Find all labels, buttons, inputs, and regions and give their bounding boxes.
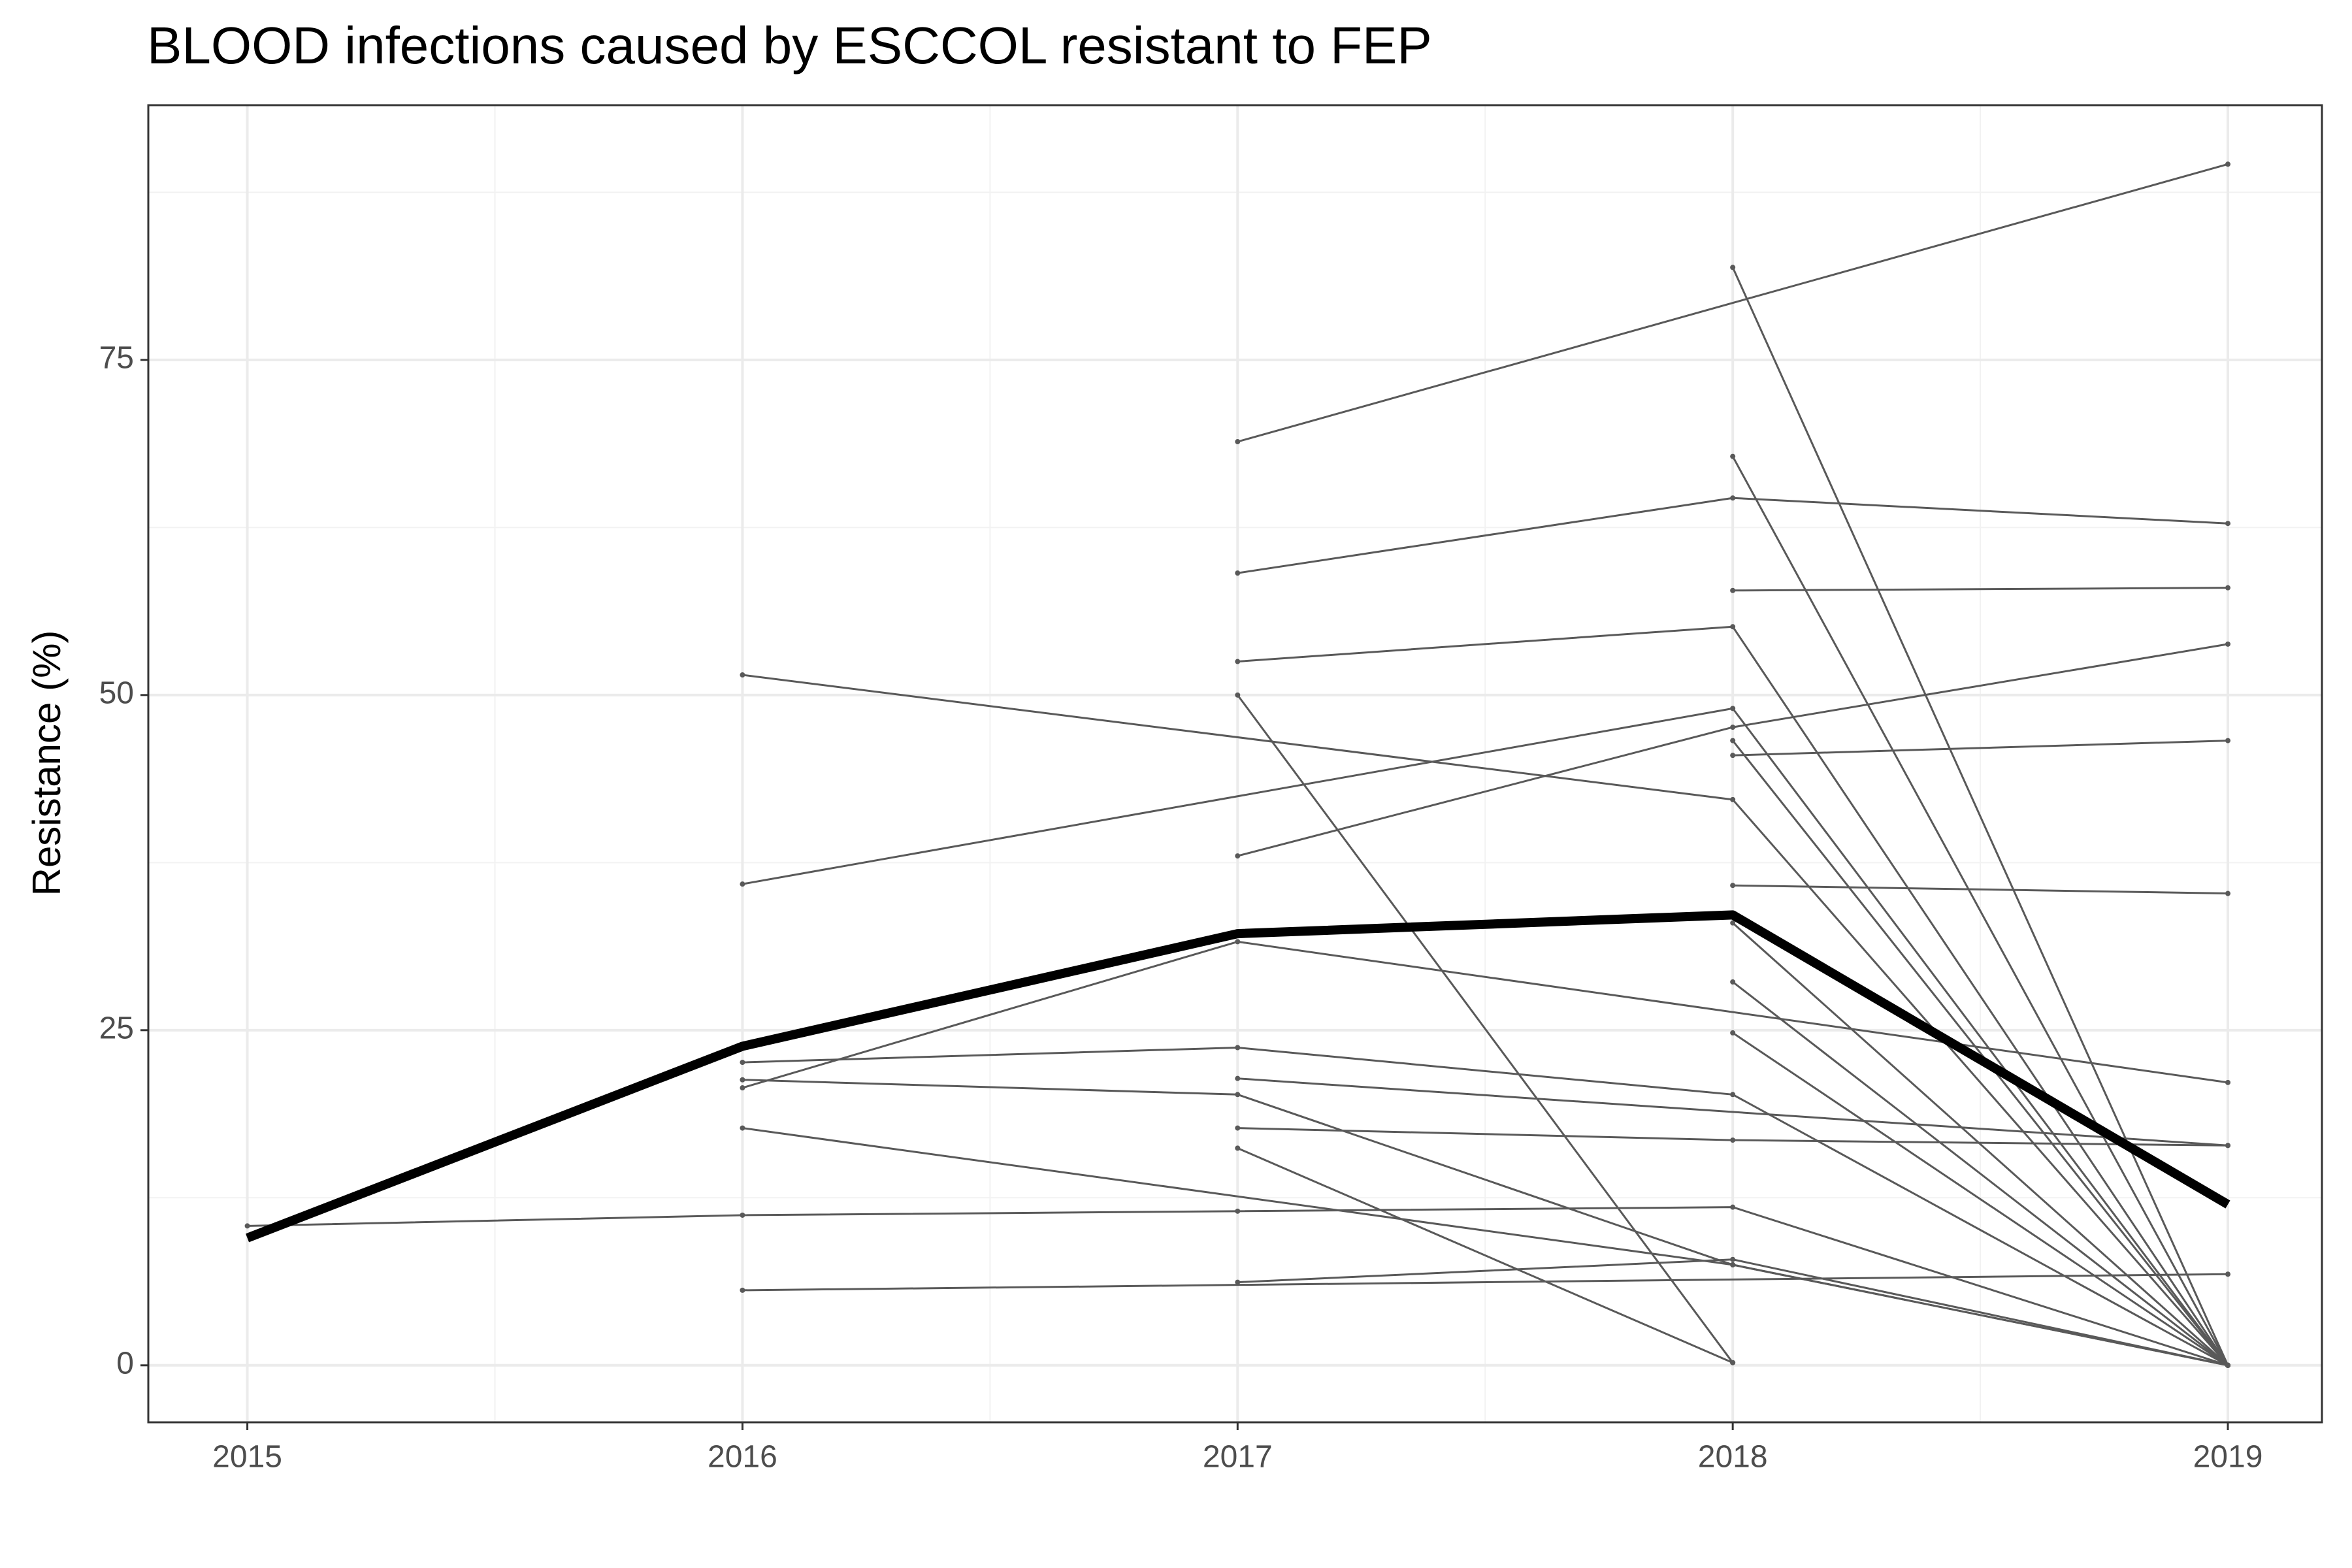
series-point bbox=[2225, 738, 2231, 743]
series-point bbox=[1730, 1030, 1736, 1036]
series-line bbox=[1237, 1077, 2229, 1147]
series-line bbox=[1731, 267, 2229, 1366]
series-point bbox=[740, 881, 745, 887]
series-line bbox=[1237, 1147, 1733, 1364]
series-point bbox=[1730, 725, 1736, 730]
series-point bbox=[1730, 1137, 1736, 1143]
series-point bbox=[1730, 624, 1736, 630]
series-point bbox=[1730, 1262, 1736, 1267]
series-point bbox=[1235, 1045, 1241, 1051]
mean-line bbox=[246, 910, 2230, 1243]
series-point bbox=[1235, 939, 1241, 945]
y-tick-label: 75 bbox=[99, 341, 134, 376]
y-tick-label: 0 bbox=[116, 1346, 134, 1380]
series-point bbox=[740, 1125, 745, 1131]
series-point bbox=[1235, 853, 1241, 859]
series-line bbox=[1732, 1032, 2229, 1367]
series-point bbox=[1235, 1208, 1241, 1214]
series-point bbox=[1235, 692, 1241, 698]
series-point bbox=[1235, 1279, 1241, 1285]
series-point bbox=[1730, 706, 1736, 711]
series-point bbox=[2225, 1362, 2231, 1368]
series-point bbox=[1730, 738, 1736, 743]
x-tick-label: 2015 bbox=[212, 1440, 282, 1475]
series-point bbox=[1235, 1092, 1241, 1098]
series-point bbox=[1235, 1145, 1241, 1151]
series-point bbox=[740, 1212, 745, 1218]
series-line bbox=[742, 1273, 2229, 1292]
series-point bbox=[1730, 753, 1736, 759]
x-tick-label: 2017 bbox=[1203, 1440, 1273, 1475]
series-line bbox=[1733, 884, 2229, 895]
series-point bbox=[2225, 161, 2231, 167]
series-point bbox=[1235, 570, 1241, 576]
series-point bbox=[1730, 1092, 1736, 1098]
series-line bbox=[742, 1046, 2229, 1367]
series-point bbox=[1730, 495, 1736, 501]
series-point bbox=[1730, 883, 1736, 889]
y-axis-label: Resistance (%) bbox=[25, 630, 69, 896]
series-point bbox=[740, 672, 745, 678]
series-point bbox=[1730, 979, 1736, 985]
series-point bbox=[2225, 1143, 2231, 1149]
series-point bbox=[1235, 659, 1241, 664]
x-tick-label: 2019 bbox=[2193, 1440, 2263, 1475]
y-tick-label: 50 bbox=[99, 676, 134, 711]
series-line bbox=[1733, 740, 2229, 757]
series-line bbox=[1731, 740, 2229, 1366]
series-point bbox=[1730, 1360, 1736, 1365]
x-tick-label: 2018 bbox=[1698, 1440, 1768, 1475]
series-point bbox=[1730, 796, 1736, 802]
series-line bbox=[1732, 922, 2229, 1366]
series-line bbox=[1731, 455, 2229, 1366]
series-point bbox=[1730, 453, 1736, 459]
series-point bbox=[740, 1287, 745, 1293]
series-line bbox=[1237, 694, 1734, 1364]
chart-title: BLOOD infections caused by ESCCOL resist… bbox=[147, 16, 1432, 74]
plot-border bbox=[147, 104, 2323, 1424]
series-point bbox=[1730, 1204, 1736, 1210]
series-point bbox=[740, 1085, 745, 1091]
series-point bbox=[2225, 585, 2231, 591]
series-point bbox=[740, 1077, 745, 1083]
x-tick-label: 2016 bbox=[708, 1440, 777, 1475]
series-line bbox=[1733, 587, 2229, 592]
series-point bbox=[2225, 641, 2231, 647]
series-point bbox=[2225, 1271, 2231, 1277]
y-tick-label: 25 bbox=[99, 1011, 134, 1045]
series-point bbox=[2225, 521, 2231, 527]
series-point bbox=[1730, 587, 1736, 593]
series-point bbox=[1730, 920, 1736, 926]
series-line bbox=[1732, 981, 2229, 1366]
series-point bbox=[1235, 1075, 1241, 1081]
series-point bbox=[1235, 1125, 1241, 1131]
series-point bbox=[1235, 439, 1241, 445]
series-point bbox=[244, 1223, 250, 1229]
series-point bbox=[1730, 1256, 1736, 1262]
series-point bbox=[2225, 890, 2231, 896]
series-point bbox=[740, 1060, 745, 1066]
series-point bbox=[2225, 1079, 2231, 1085]
series-point bbox=[1730, 265, 1736, 270]
series-line bbox=[1237, 163, 2229, 443]
